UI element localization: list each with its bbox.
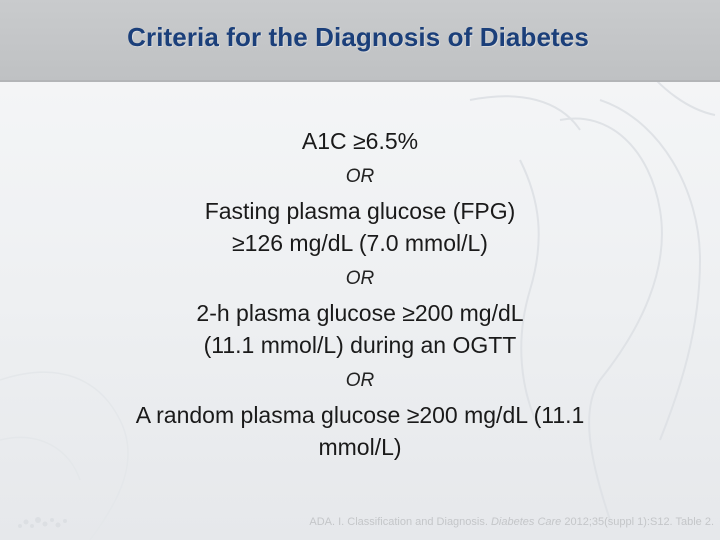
criterion-line: Fasting plasma glucose (FPG): [204, 198, 516, 224]
criteria-list: A1C ≥6.5% OR Fasting plasma glucose (FPG…: [40, 120, 680, 463]
citation: ADA. I. Classification and Diagnosis. Di…: [309, 516, 714, 528]
title-bar: Criteria for the Diagnosis of Diabetes: [0, 0, 720, 82]
criterion-line: 2-h plasma glucose ≥200 mg/dL: [196, 300, 524, 326]
criterion-a1c: A1C ≥6.5%: [40, 125, 680, 157]
or-separator: OR: [345, 166, 375, 187]
or-separator: OR: [345, 268, 375, 289]
slide-title: Criteria for the Diagnosis of Diabetes: [127, 22, 589, 52]
logo-watermark-icon: [18, 517, 67, 528]
or-separator: OR: [345, 370, 375, 391]
criterion-line: mmol/L): [318, 434, 402, 460]
citation-text: ADA. I. Classification and Diagnosis.: [309, 516, 491, 528]
criterion-ogtt: 2-h plasma glucose ≥200 mg/dL (11.1 mmol…: [40, 297, 680, 361]
criterion-fpg: Fasting plasma glucose (FPG) ≥126 mg/dL …: [40, 195, 680, 259]
criterion-line: (11.1 mmol/L) during an OGTT: [203, 332, 517, 358]
criterion-line: A1C ≥6.5%: [301, 128, 419, 154]
citation-journal: Diabetes Care: [490, 516, 562, 528]
criterion-line: ≥126 mg/dL (7.0 mmol/L): [232, 230, 488, 256]
citation-reference: 2012;35(suppl 1):S12. Table 2.: [561, 516, 714, 528]
criterion-random-glucose: A random plasma glucose ≥200 mg/dL (11.1…: [40, 399, 680, 463]
criterion-line: A random plasma glucose ≥200 mg/dL (11.1: [135, 402, 585, 428]
